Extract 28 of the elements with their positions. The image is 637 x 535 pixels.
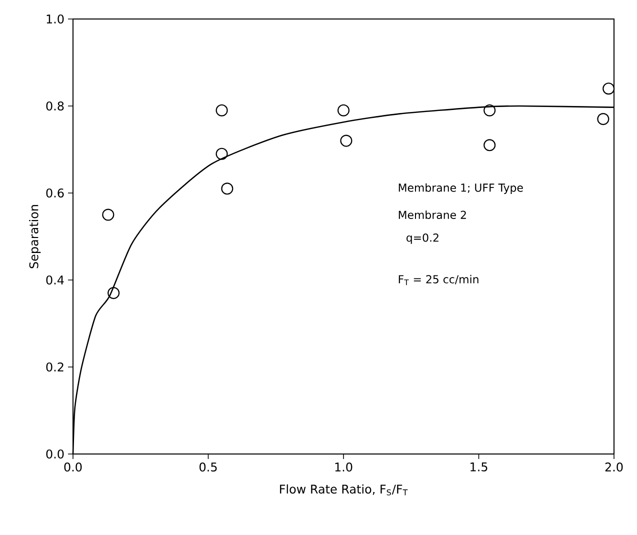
x-axis-title: Flow Rate Ratio, F$_{S}$/F$_{T}$ — [280, 484, 408, 496]
y-tick-label: 0.6 — [46, 188, 64, 198]
annotation: Membrane 1; UFF Type — [398, 183, 523, 194]
point — [108, 287, 120, 300]
point — [102, 208, 114, 221]
y-tick-label: 0.2 — [46, 362, 64, 372]
point — [216, 104, 228, 116]
point — [484, 104, 496, 116]
x-tick-label: 0.5 — [200, 462, 217, 472]
annotation: F$_{T}$ = 25 cc/min — [398, 274, 478, 286]
y-tick-label: 0.8 — [46, 101, 64, 111]
annotation: q=0.2 — [406, 233, 438, 244]
x-tick-label: 1.5 — [470, 462, 488, 472]
x-tick-label: 1.0 — [335, 462, 352, 472]
point — [340, 134, 352, 147]
point — [216, 148, 228, 160]
y-tick-label: 0.4 — [46, 275, 64, 285]
point — [602, 82, 615, 95]
x-tick-label: 0.0 — [64, 462, 82, 472]
y-axis-title: Separation — [29, 205, 41, 268]
point — [597, 113, 610, 126]
point — [484, 139, 496, 152]
annotation: Membrane 2 — [398, 210, 466, 219]
point — [221, 182, 234, 195]
y-tick-label: 0.0 — [46, 449, 64, 459]
point — [337, 104, 350, 116]
y-tick-label: 1.0 — [46, 14, 64, 24]
x-tick-label: 2.0 — [605, 462, 623, 472]
